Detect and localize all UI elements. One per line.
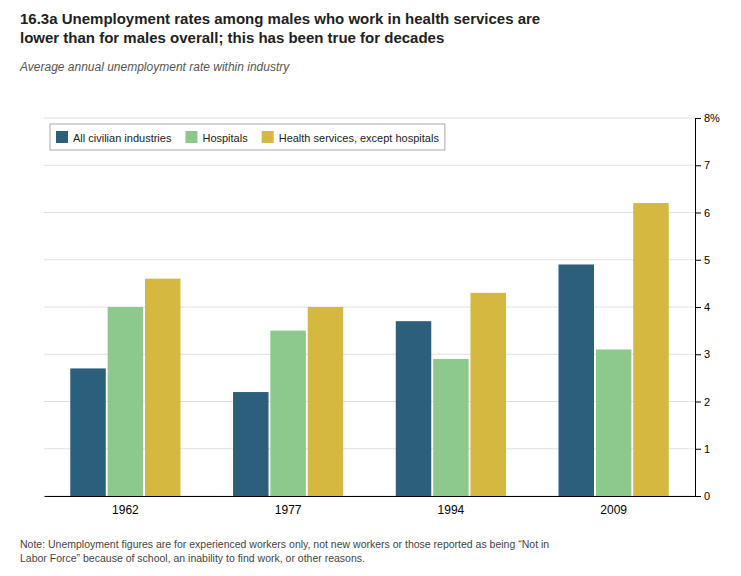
grid-line	[44, 118, 695, 119]
bar	[433, 359, 468, 496]
y-tick-mark	[695, 307, 701, 308]
bar-series	[70, 264, 594, 496]
legend-item: Hospitals	[185, 131, 248, 144]
bars	[70, 203, 668, 496]
y-tick: 5	[695, 254, 710, 266]
x-tick: 1994	[438, 503, 465, 517]
y-tick: 1	[695, 443, 710, 455]
x-tick: 1977	[275, 503, 302, 517]
y-tick-label: 8%	[704, 112, 720, 124]
y-tick-mark	[695, 402, 701, 403]
y-tick-label: 4	[704, 301, 710, 313]
legend-box	[50, 124, 445, 150]
chart-svg: 16.3a Unemployment rates among males who…	[0, 0, 741, 576]
x-tick: 1962	[112, 503, 139, 517]
legend-item: All civilian industries	[56, 131, 172, 144]
y-tick-mark	[695, 118, 701, 119]
x-axis-line	[45, 496, 696, 497]
note-line: Note: Unemployment figures are for exper…	[20, 538, 549, 550]
y-tick-label: 3	[704, 348, 710, 360]
chart-container: 16.3a Unemployment rates among males who…	[0, 0, 741, 576]
bar	[559, 264, 594, 496]
subtitle: Average annual unemployment rate within …	[19, 60, 290, 74]
x-tick: 2009	[600, 503, 627, 517]
legend-swatch	[262, 131, 274, 143]
title-line: 16.3a Unemployment rates among males who…	[20, 10, 540, 27]
bar	[470, 293, 505, 496]
y-tick: 0	[695, 490, 710, 502]
legend-label: Health services, except hospitals	[279, 132, 440, 144]
bar	[633, 203, 668, 496]
x-tick-label: 1994	[438, 503, 465, 517]
bar	[108, 307, 143, 496]
legend: All civilian industries Hospitals Health s…	[50, 124, 445, 150]
bar	[233, 392, 268, 496]
bar-series	[145, 203, 669, 496]
y-tick: 4	[695, 301, 710, 313]
y-tick: 8%	[695, 112, 720, 124]
legend-swatch	[185, 131, 197, 143]
y-tick-mark	[695, 449, 701, 450]
y-tick: 2	[695, 396, 710, 408]
bar	[308, 307, 343, 496]
grid	[44, 118, 695, 496]
x-tick-label: 2009	[600, 503, 627, 517]
bar	[70, 368, 105, 496]
x-tick-label: 1962	[112, 503, 139, 517]
plot-area: 1962 1977 1994 2009 0 1 2 3 4 5 6 7 8% All civilian i…	[44, 112, 720, 517]
bar-series	[108, 307, 632, 496]
bar	[396, 321, 431, 496]
x-tick-label: 1977	[275, 503, 302, 517]
note: Note: Unemployment figures are for exper…	[20, 538, 549, 564]
grid-line	[44, 212, 695, 213]
bar	[145, 279, 180, 496]
grid-line	[44, 259, 695, 260]
note-line: Labor Force” because of school, an inabi…	[20, 552, 365, 564]
grid-line	[44, 165, 695, 166]
y-tick-label: 1	[704, 443, 710, 455]
y-tick-mark	[695, 354, 701, 355]
x-axis: 1962 1977 1994 2009	[45, 497, 696, 517]
y-tick-mark	[695, 496, 701, 497]
title-line: lower than for males overall; this has b…	[20, 29, 444, 46]
y-axis: 0 1 2 3 4 5 6 7 8%	[695, 112, 720, 502]
y-tick-mark	[695, 260, 701, 261]
y-tick-label: 5	[704, 254, 710, 266]
y-tick-label: 6	[704, 207, 710, 219]
legend-item: Health services, except hospitals	[262, 131, 440, 144]
y-tick-mark	[695, 213, 701, 214]
legend-swatch	[56, 131, 68, 143]
y-tick-label: 2	[704, 396, 710, 408]
y-tick-label: 0	[704, 490, 710, 502]
y-tick: 6	[695, 207, 710, 219]
bar	[596, 350, 631, 496]
legend-label: Hospitals	[202, 132, 248, 144]
y-tick-label: 7	[704, 159, 710, 171]
legend-label: All civilian industries	[73, 132, 172, 144]
y-tick: 7	[695, 159, 710, 171]
y-tick: 3	[695, 348, 710, 360]
y-tick-mark	[695, 165, 701, 166]
title: 16.3a Unemployment rates among males who…	[20, 10, 540, 46]
bar	[270, 331, 305, 496]
